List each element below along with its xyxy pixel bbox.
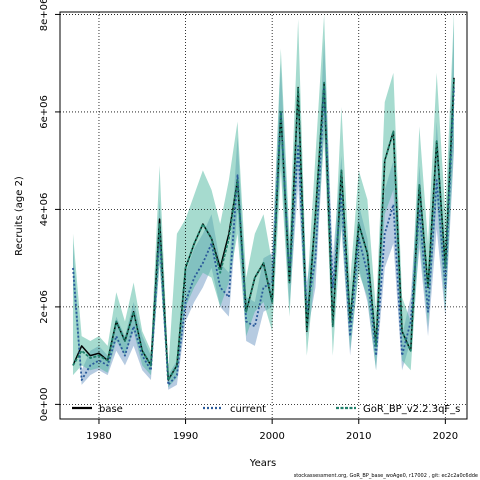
y-tick-label: 6e+06 xyxy=(39,95,50,129)
y-tick-label: 0e+00 xyxy=(39,388,50,422)
grid-lines xyxy=(60,12,467,419)
legend-label: GoR_BP_v2.2.3qF_s xyxy=(363,404,460,415)
y-axis: 0e+00 2e+06 4e+06 6e+06 8e+06 xyxy=(39,0,60,421)
legend-label: current xyxy=(230,404,266,415)
y-tick-label: 2e+06 xyxy=(39,290,50,324)
footer-text: stockassessment.org, GoR_BP_base_woAge0,… xyxy=(294,473,478,479)
legend: base current GoR_BP_v2.2.3qF_s xyxy=(72,404,460,415)
band-gor-bp xyxy=(72,12,455,388)
y-tick-label: 8e+06 xyxy=(39,0,50,31)
plot-frame xyxy=(59,11,468,420)
x-axis: 1980 1990 2000 2010 2020 xyxy=(86,419,458,442)
series-line-gor-bp xyxy=(72,77,455,381)
legend-label: base xyxy=(99,404,123,415)
y-tick-label: 4e+06 xyxy=(39,193,50,227)
x-tick-label: 2010 xyxy=(346,431,371,442)
x-axis-title: Years xyxy=(249,458,276,469)
y-axis-title: Recruits (age 2) xyxy=(14,176,25,256)
series-lines xyxy=(72,77,455,386)
x-tick-label: 2000 xyxy=(259,431,284,442)
x-tick-label: 1990 xyxy=(173,431,198,442)
series-line-current xyxy=(72,86,455,386)
x-tick-label: 2020 xyxy=(433,431,458,442)
x-tick-label: 1980 xyxy=(86,431,111,442)
